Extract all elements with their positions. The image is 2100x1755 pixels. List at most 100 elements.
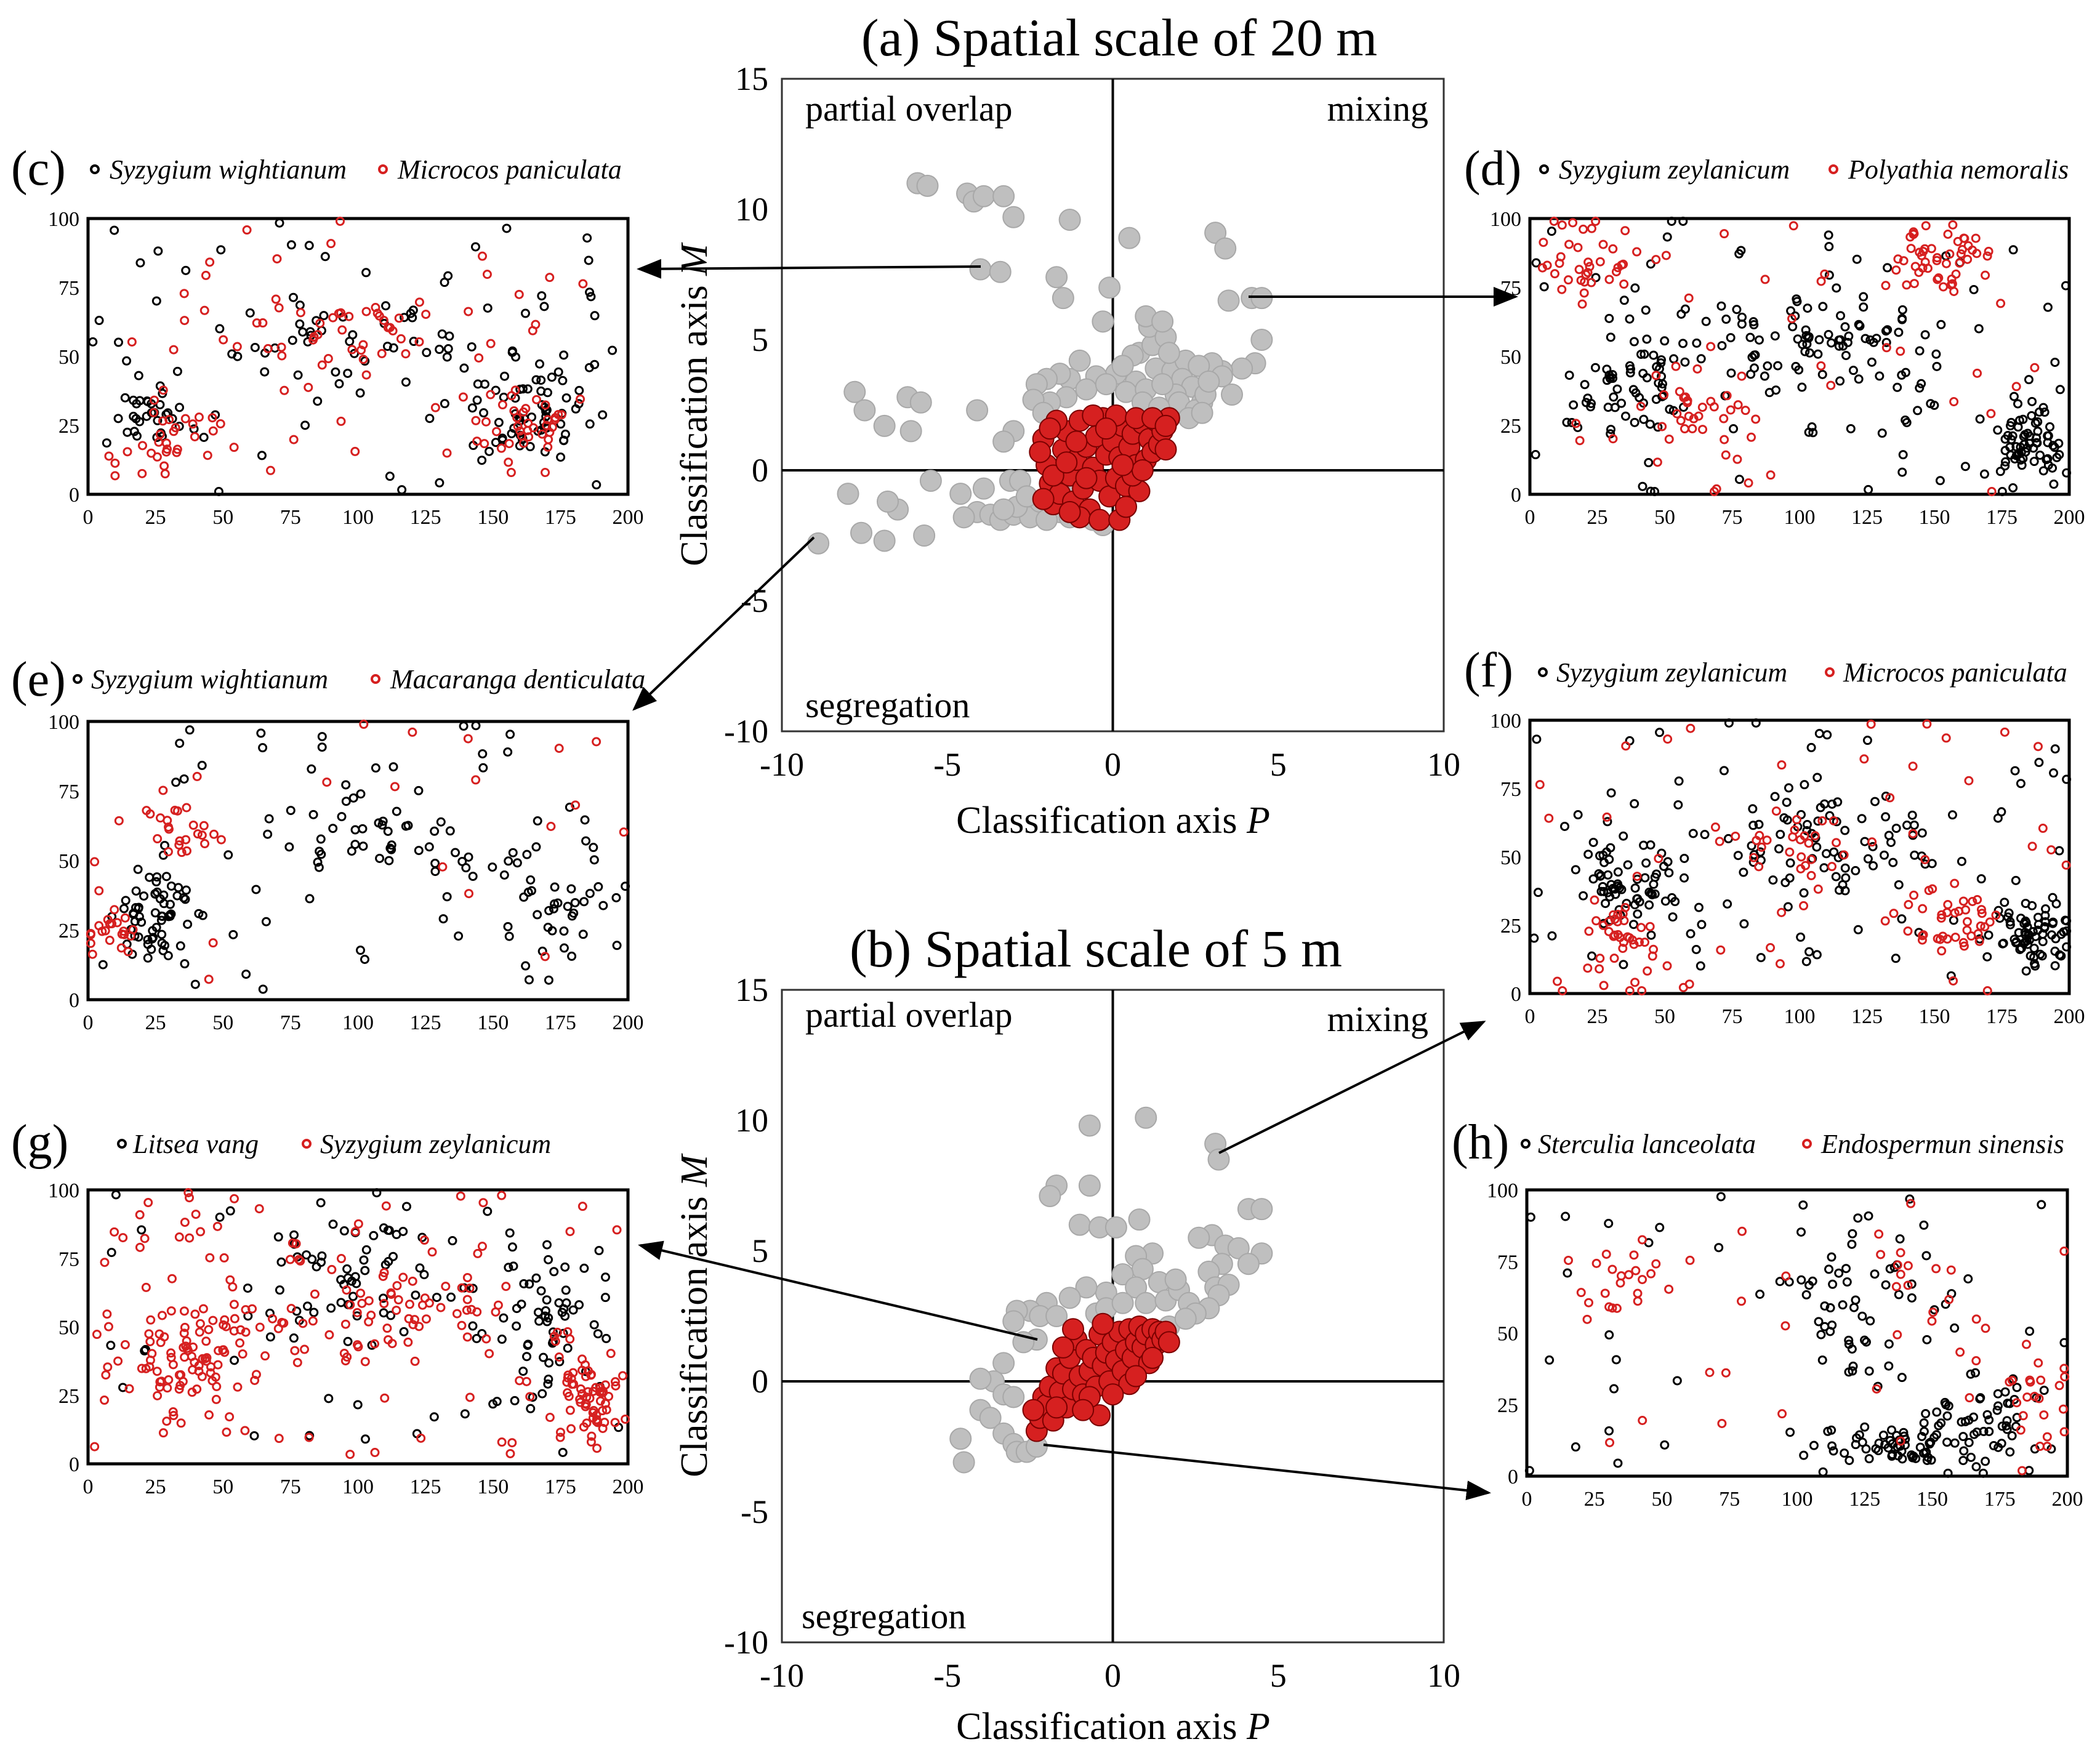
red-scatter-point — [1039, 417, 1061, 440]
tree-point-red — [345, 1300, 355, 1310]
tree-point-red — [1575, 436, 1585, 446]
grey-scatter-point — [1002, 206, 1025, 228]
tree-point-black — [1893, 382, 1902, 392]
tree-point-black — [1804, 348, 1814, 358]
tree-point-red — [2060, 1372, 2070, 1382]
tree-point-red — [1893, 254, 1903, 264]
tree-point-black — [1982, 952, 1992, 962]
y-tick-label: 50 — [58, 1317, 79, 1339]
tree-point-red — [1973, 368, 1982, 378]
tree-point-red — [595, 1396, 605, 1406]
tree-point-black — [1628, 385, 1638, 395]
tree-point-black — [190, 979, 200, 989]
x-tick-label: 5 — [1270, 1657, 1287, 1694]
tree-point-black — [537, 291, 547, 301]
tree-point-black — [308, 809, 318, 819]
tree-point-black — [1950, 1323, 1960, 1333]
tree-point-black — [537, 1389, 547, 1399]
tree-point-black — [1997, 487, 2007, 497]
tree-point-red — [100, 1258, 110, 1267]
tree-point-black — [1782, 797, 1792, 807]
tree-point-red — [1961, 905, 1971, 915]
tree-point-red — [581, 1371, 590, 1381]
map-panel-c: (c) Syzygium wightianum Microcos panicul… — [11, 142, 644, 529]
legend-entry-black: Syzygium zeylanicum — [1559, 155, 1790, 185]
tree-point-black — [1809, 1440, 1819, 1450]
tree-point-red — [414, 337, 424, 347]
tree-point-red — [146, 1315, 156, 1325]
tree-point-black — [1832, 283, 1841, 293]
tree-point-black — [1788, 322, 1798, 332]
tree-point-black — [1848, 1361, 1858, 1371]
tree-point-red — [265, 465, 275, 475]
tree-point-red — [585, 1393, 595, 1403]
tree-point-red — [592, 737, 601, 747]
tree-point-black — [1960, 1416, 1970, 1426]
map-panel-e: (e) Syzygium wightianum Macaranga dentic… — [11, 653, 645, 1034]
tree-point-black — [1891, 954, 1901, 963]
tree-point-red — [501, 1282, 511, 1291]
tree-point-red — [1636, 923, 1646, 933]
tree-point-red — [272, 254, 282, 263]
tree-point-black — [257, 451, 267, 460]
tree-point-red — [464, 307, 473, 316]
tree-point-black — [163, 951, 173, 961]
grey-scatter-point — [949, 483, 972, 505]
tree-point-red — [201, 1336, 211, 1346]
tree-point-black — [1835, 376, 1845, 386]
tree-point-red — [1598, 239, 1608, 249]
tree-point-red — [212, 1221, 222, 1231]
tree-point-black — [555, 1357, 565, 1367]
x-tick-label: 150 — [1917, 1488, 1948, 1511]
tree-point-red — [1922, 719, 1932, 729]
tree-point-black — [2050, 358, 2060, 367]
tree-point-black — [107, 1248, 116, 1258]
tree-point-red — [427, 1247, 437, 1257]
tree-point-black — [1717, 341, 1727, 351]
tree-point-black — [159, 899, 169, 909]
tree-point-black — [152, 872, 162, 882]
tree-point-black — [359, 1255, 369, 1265]
tree-point-black — [314, 862, 324, 872]
tree-point-black — [2038, 937, 2048, 947]
tree-point-black — [134, 902, 143, 912]
tree-point-black — [437, 329, 447, 339]
tree-point-red — [380, 1393, 390, 1403]
tree-point-black — [137, 917, 147, 927]
tree-point-red — [358, 340, 368, 350]
tree-point-red — [565, 1227, 575, 1237]
tree-point-black — [1817, 369, 1827, 379]
tree-point-red — [392, 1281, 402, 1291]
tree-point-black — [2005, 917, 2015, 926]
tree-point-red — [90, 857, 100, 867]
tree-point-red — [528, 423, 538, 433]
tree-point-black — [307, 1255, 317, 1264]
tree-point-red — [1618, 944, 1628, 954]
tree-point-black — [1539, 282, 1549, 292]
tree-point-black — [1897, 305, 1907, 315]
legend-entry-red: Macaranga denticulata — [390, 664, 645, 694]
grey-scatter-point — [1045, 1305, 1068, 1327]
tree-point-black — [1604, 1426, 1614, 1436]
tree-point-red — [1632, 872, 1642, 882]
tree-point-red — [1737, 1296, 1747, 1306]
tree-point-black — [1776, 829, 1785, 839]
x-tick-label: 5 — [1270, 746, 1287, 783]
tree-point-black — [435, 478, 445, 488]
tree-point-red — [514, 289, 524, 299]
tree-point-black — [1804, 1280, 1814, 1290]
tree-point-red — [404, 1299, 414, 1309]
tree-point-red — [505, 1448, 515, 1458]
tree-point-red — [359, 720, 369, 729]
tree-point-black — [1854, 374, 1864, 384]
tree-point-red — [342, 1285, 352, 1295]
tree-point-black — [512, 858, 522, 868]
chart-title: (b) Spatial scale of 5 m — [850, 919, 1342, 978]
tree-point-black — [151, 296, 161, 306]
map-panel-h: (h) Sterculia lanceolata Endospermun sin… — [1452, 1115, 2083, 1511]
tree-point-black — [559, 943, 569, 953]
tree-point-red — [153, 834, 163, 844]
tree-point-black — [2030, 418, 2040, 428]
y-tick-label: 15 — [735, 60, 768, 97]
tree-point-black — [371, 763, 380, 773]
